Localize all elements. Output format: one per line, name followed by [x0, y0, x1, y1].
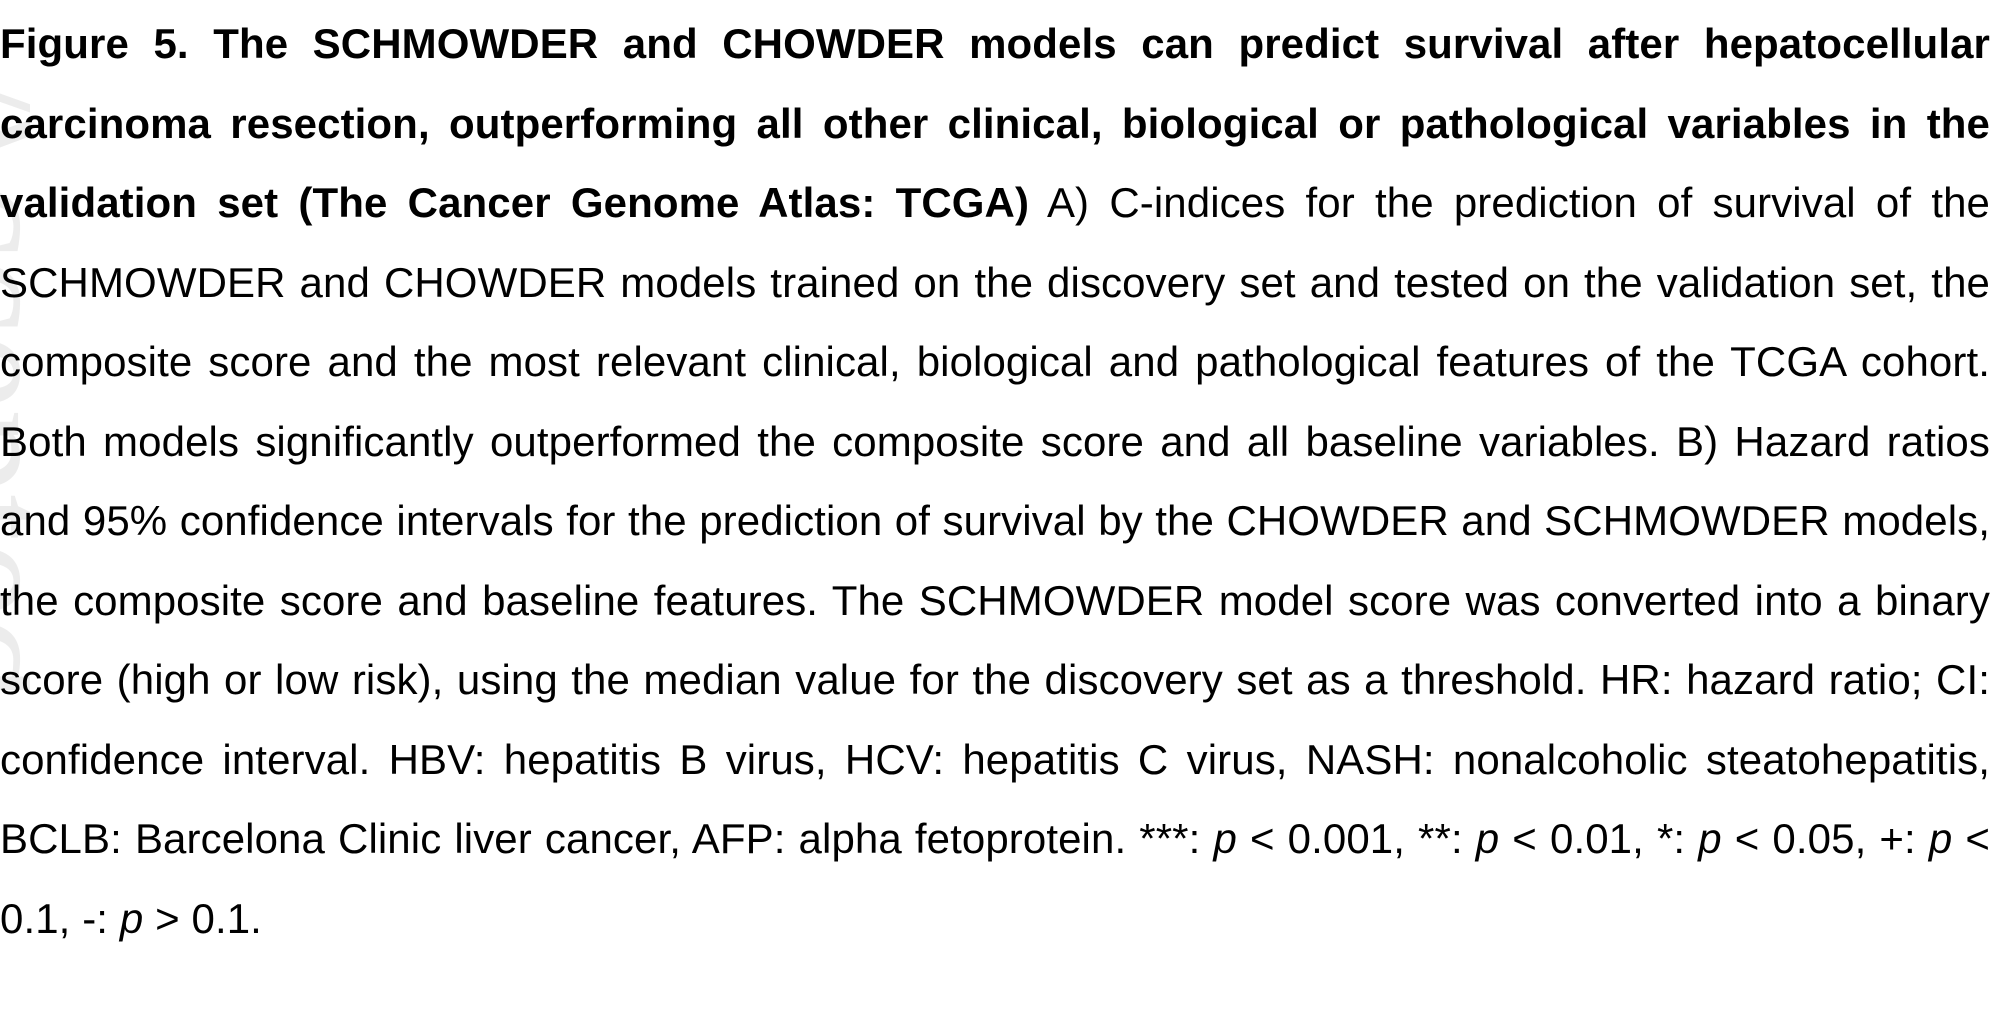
significance-text: > 0.1.	[143, 894, 262, 942]
p-symbol: p	[1928, 815, 1953, 862]
p-symbol: p	[1213, 815, 1237, 862]
figure-title: Figure 5. The SCHMOWDER and CHOWDER mode…	[0, 20, 1990, 226]
p-symbol: p	[1475, 815, 1500, 862]
significance-text: < 0.05, +:	[1721, 815, 1929, 862]
significance-text: < 0.001, **:	[1236, 815, 1476, 862]
p-symbol: p	[1698, 815, 1722, 862]
figure-caption-body: A) C-indices for the prediction of survi…	[0, 179, 1991, 862]
significance-text: < 0.01, *:	[1499, 815, 1699, 862]
significance-text: < 0.1, -:	[0, 815, 1990, 942]
p-symbol: p	[119, 894, 144, 942]
figure-caption: Figure 5. The SCHMOWDER and CHOWDER mode…	[0, 4, 1990, 958]
